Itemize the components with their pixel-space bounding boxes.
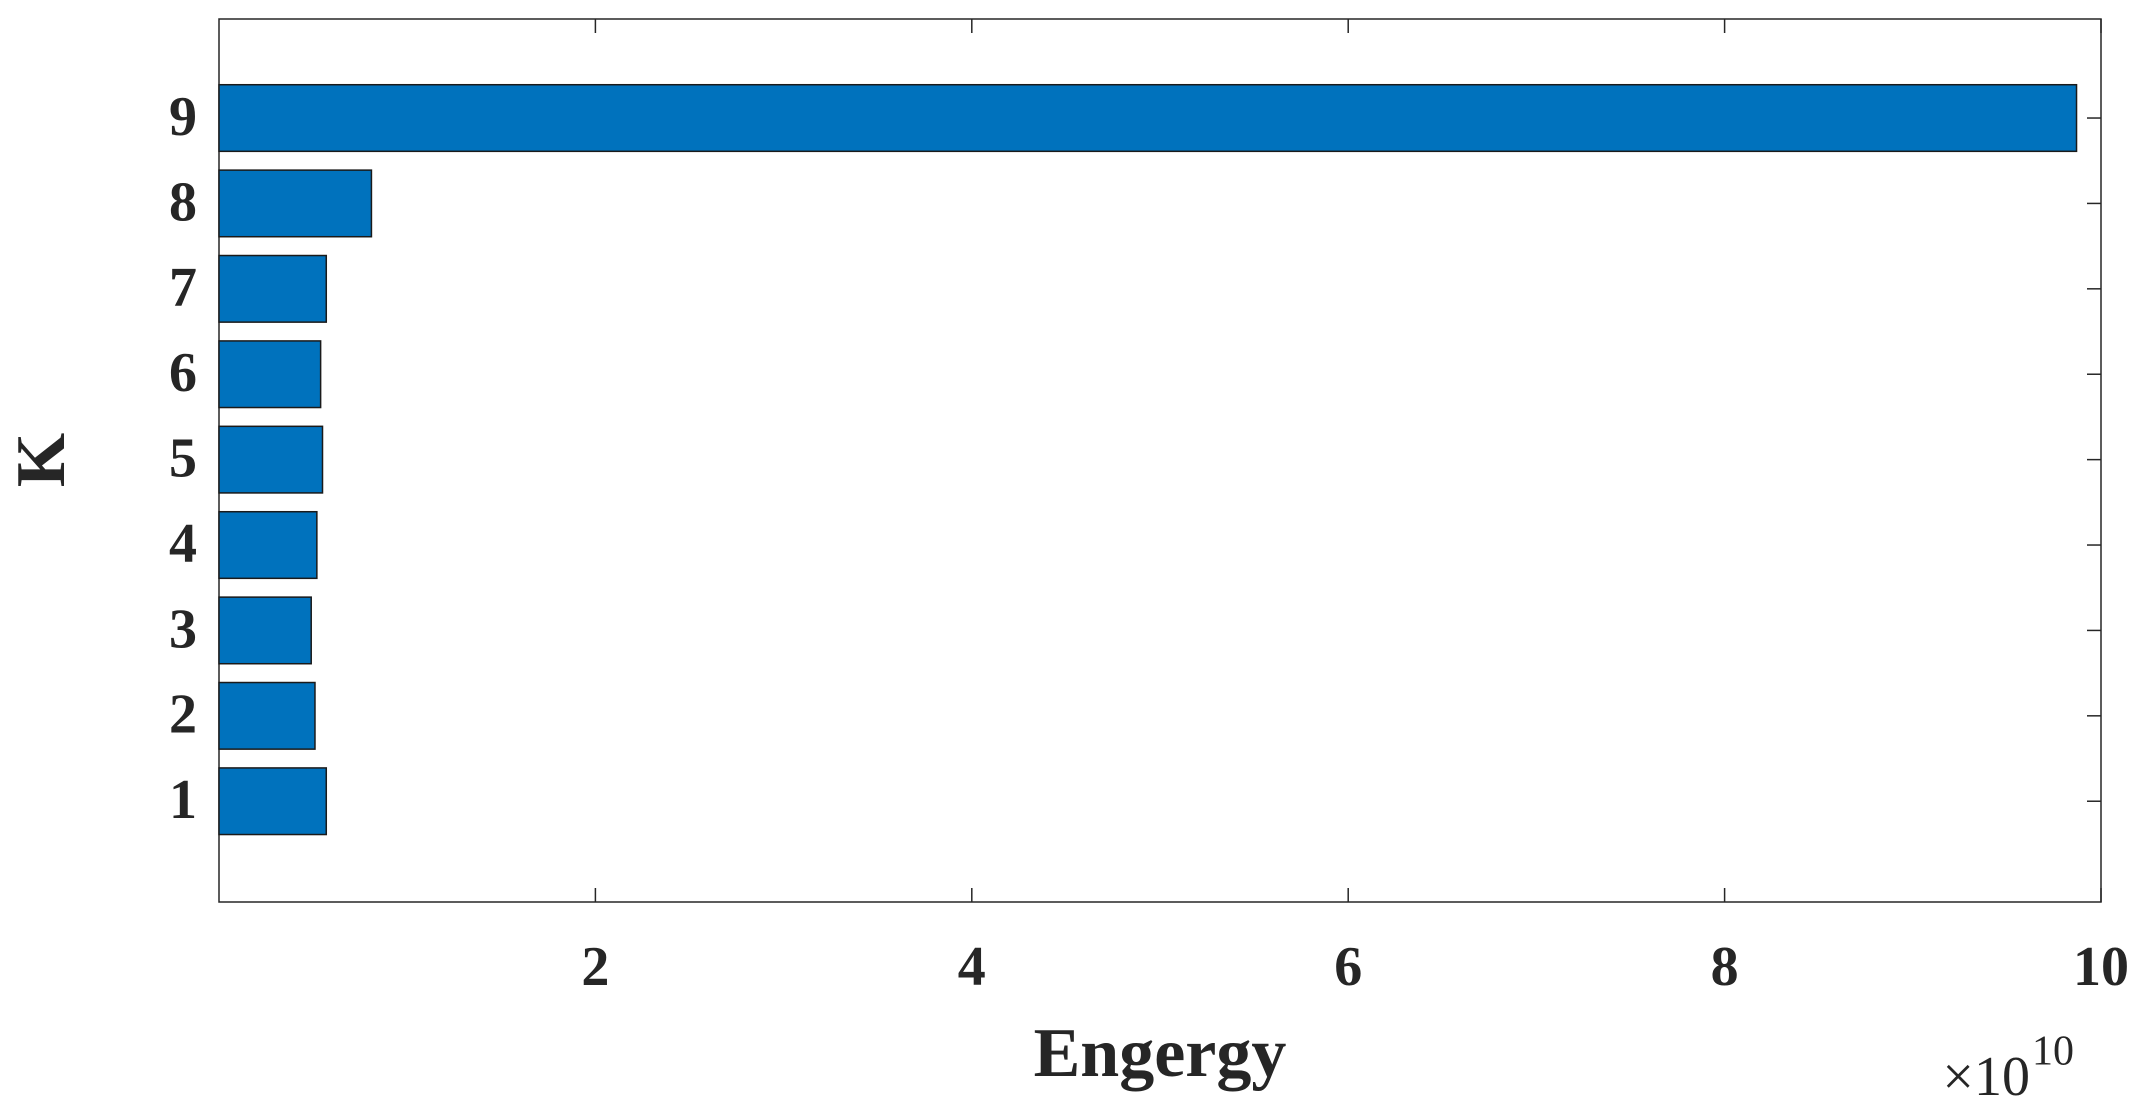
x-scale-base: ×10 [1942,1046,2030,1108]
y-tick-label: 8 [169,171,197,233]
bar [218,169,373,238]
x-tick-label: 10 [2073,936,2129,998]
x-scale-exponent: 10 [2032,1029,2074,1075]
y-tick-label: 1 [169,769,197,831]
bar [218,596,312,665]
bar [218,510,318,580]
y-tick-label: 3 [169,598,197,660]
bar [218,254,328,323]
x-tick-label: 4 [958,936,986,998]
y-tick-label: 2 [169,684,197,746]
x-tick-label: 2 [581,936,609,998]
y-tick-label: 6 [169,342,197,404]
y-tick-label: 7 [169,257,197,319]
plot-area [218,18,2102,903]
x-axis-label: Engergy [1034,1015,1287,1092]
y-axis-label: K [3,433,80,487]
bar [218,425,324,494]
x-tick-label: 6 [1334,936,1362,998]
y-tick-label: 9 [169,86,197,148]
bar [218,767,328,836]
x-tick-label: 8 [1711,936,1739,998]
bar [218,681,316,750]
bar [218,340,322,409]
y-tick-label: 5 [169,427,197,489]
y-tick-label: 4 [169,513,197,575]
bar [218,83,2078,153]
